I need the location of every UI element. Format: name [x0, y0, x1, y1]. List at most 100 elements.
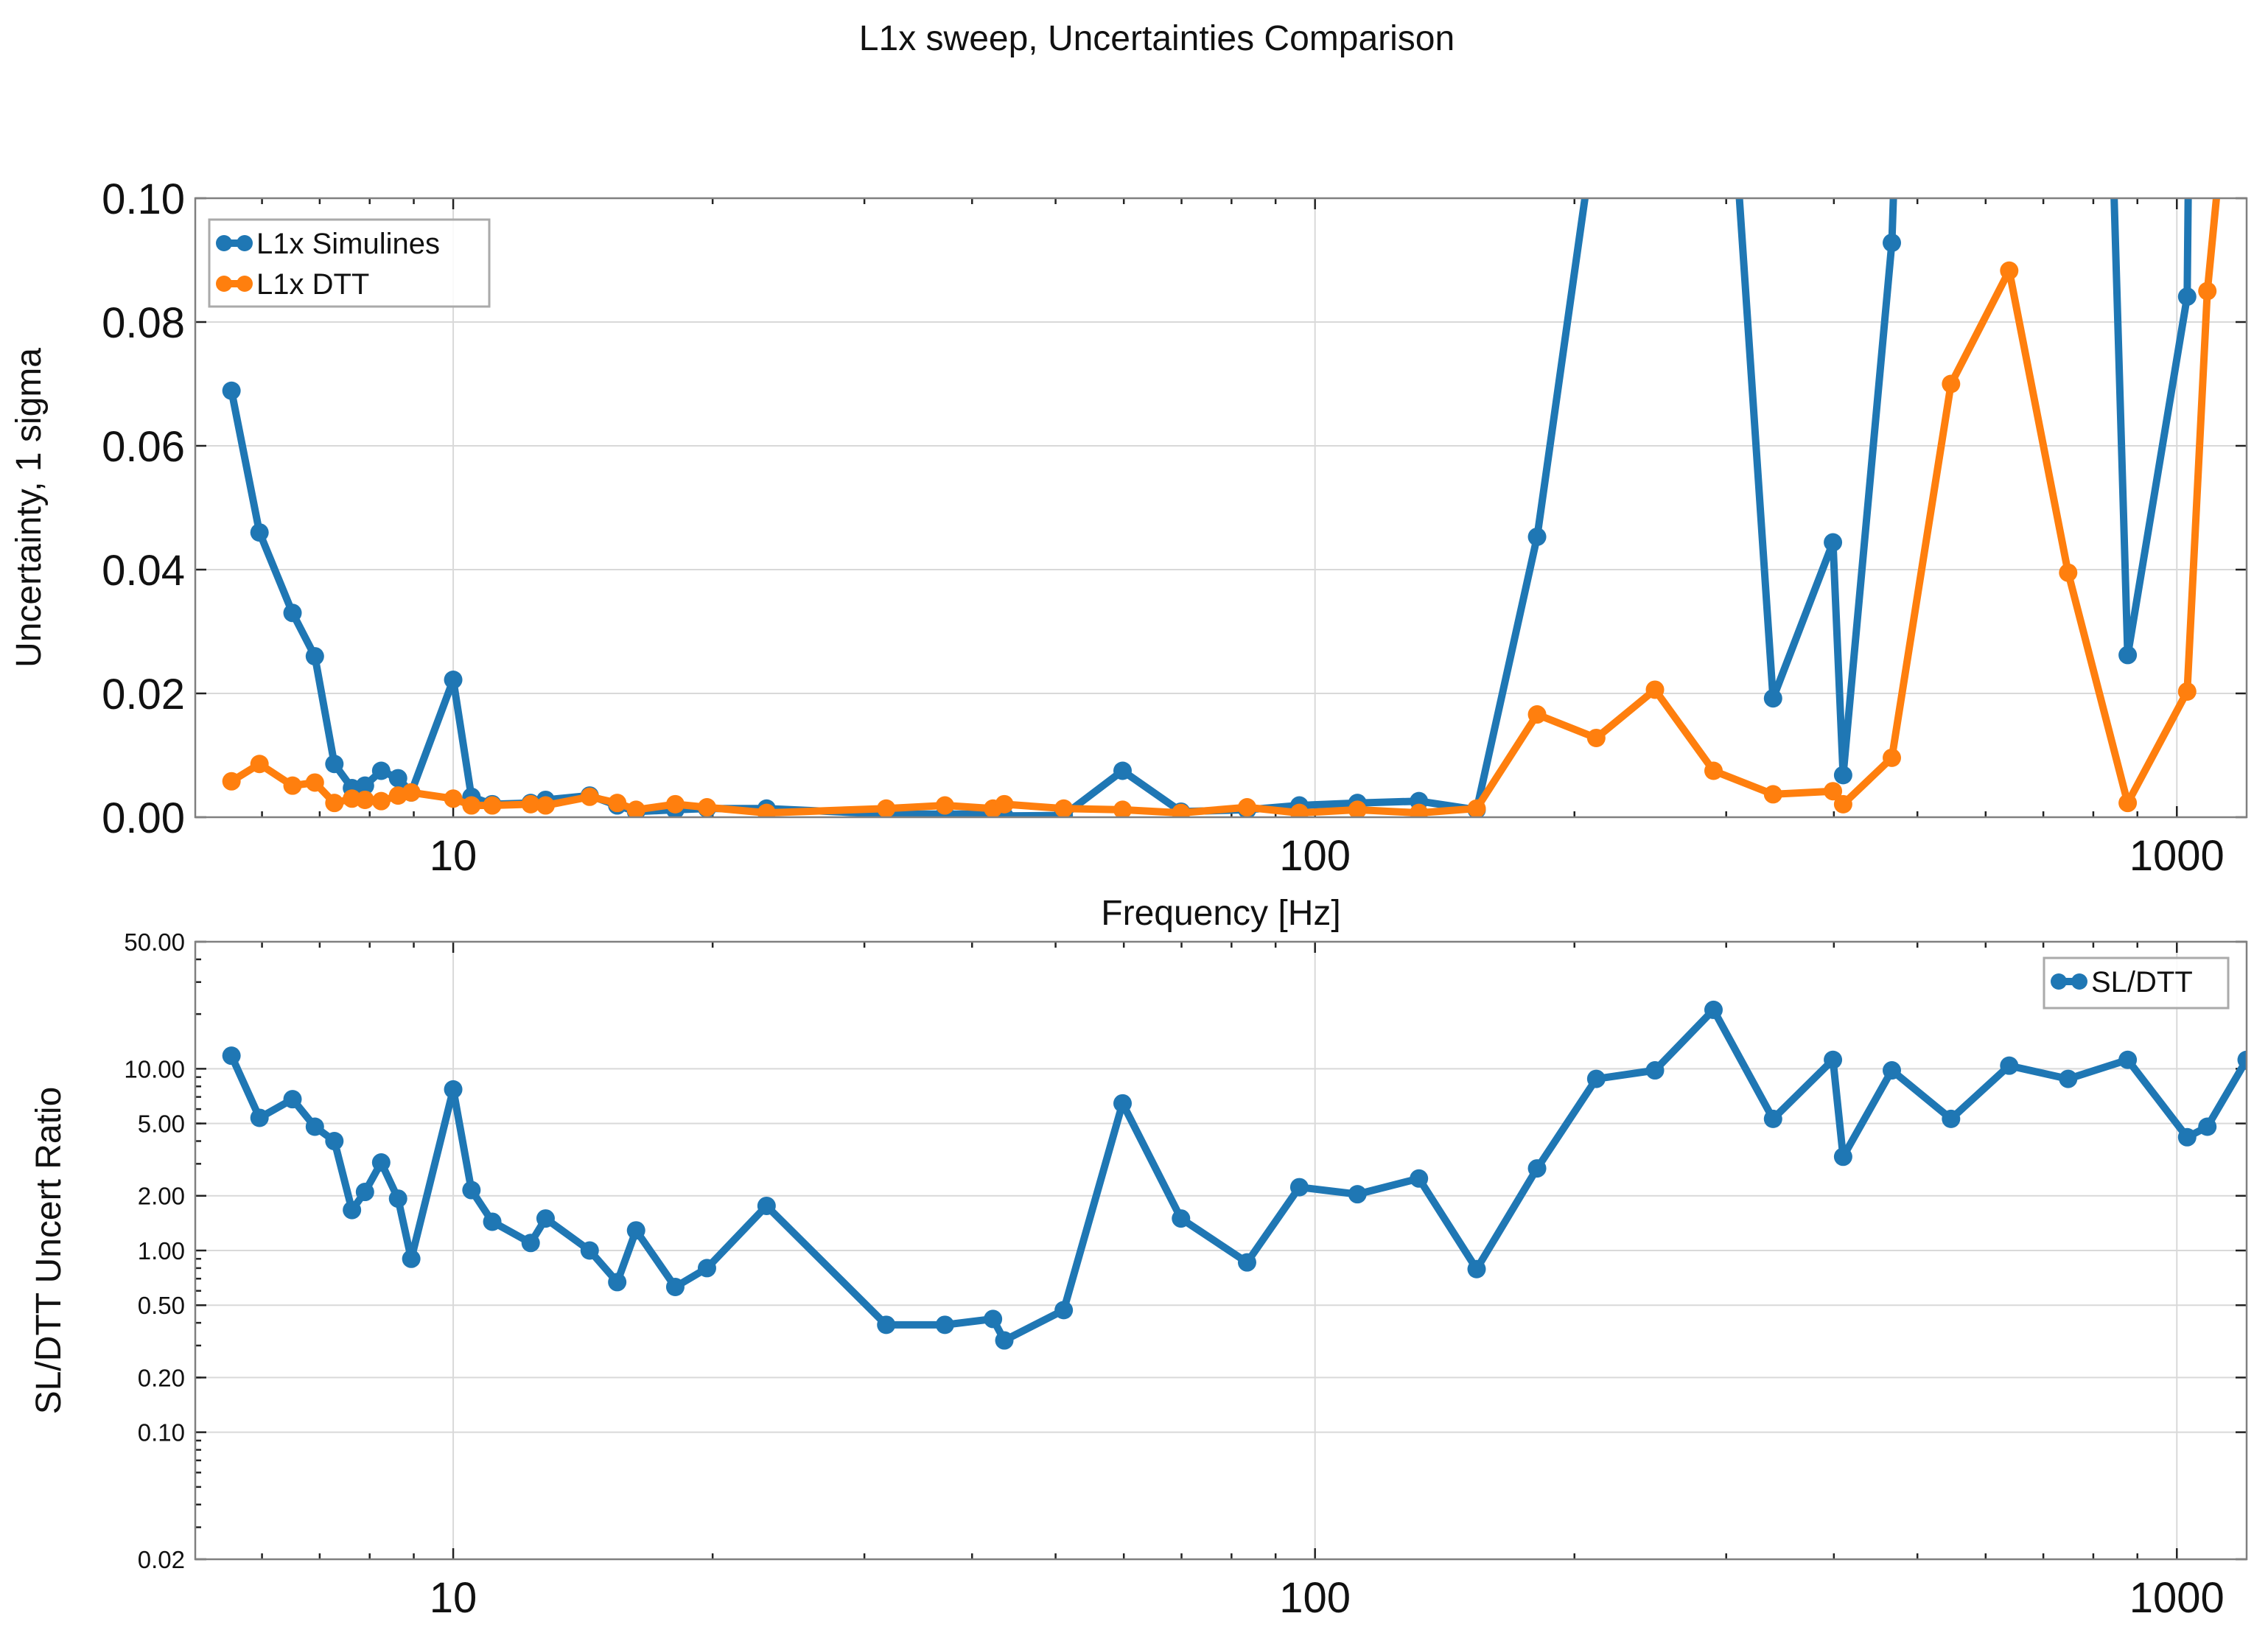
- y-tick-label: 0.02: [138, 1546, 185, 1573]
- y-tick-label: 1.00: [138, 1237, 185, 1265]
- legend: SL/DTT: [2043, 956, 2230, 1010]
- data-point: [935, 796, 954, 815]
- axes-frame: [194, 940, 2248, 1561]
- data-point: [283, 604, 302, 623]
- x-tick-label: 1000: [2129, 832, 2225, 880]
- legend-label: SL/DTT: [2091, 966, 2193, 998]
- data-point: [1237, 798, 1256, 817]
- data-point: [250, 1108, 269, 1127]
- x-tick-label: 10: [430, 832, 477, 880]
- data-point: [1645, 680, 1665, 699]
- data-point: [250, 523, 269, 542]
- data-point: [580, 1241, 599, 1260]
- data-point: [626, 800, 645, 817]
- data-point: [2198, 1117, 2217, 1136]
- data-point: [877, 1315, 896, 1335]
- ratio-axes: 10 100 1000 0.02 0.10 0.20 0.50 1.00 2.00 5.00 10.…: [29, 928, 2248, 1622]
- data-point: [2000, 1056, 2019, 1075]
- data-point: [697, 798, 716, 817]
- legend-marker: [237, 235, 253, 251]
- y-tick-label: 0.04: [102, 547, 185, 595]
- data-point: [283, 1090, 302, 1109]
- data-point: [305, 1117, 324, 1136]
- data-point: [1883, 1061, 1902, 1080]
- data-point: [222, 1046, 241, 1066]
- data-point: [995, 794, 1014, 814]
- y-tick-label: 0.50: [138, 1292, 185, 1319]
- data-point: [984, 1309, 1003, 1329]
- data-point: [325, 1132, 344, 1151]
- series-sl-dtt: [222, 1000, 2247, 1350]
- data-point: [536, 1209, 555, 1228]
- legend-marker: [2071, 973, 2087, 990]
- legend-item: L1x DTT: [216, 268, 369, 301]
- data-point: [1824, 533, 1843, 552]
- data-point: [1883, 233, 1902, 252]
- legend-item: L1x Simulines: [216, 228, 440, 260]
- data-point: [608, 794, 627, 813]
- data-point: [1054, 799, 1074, 817]
- data-point: [305, 647, 324, 666]
- data-point: [1289, 1178, 1309, 1197]
- data-point: [462, 1180, 481, 1200]
- data-point: [1289, 803, 1309, 817]
- y-tick-label: 0.20: [138, 1364, 185, 1391]
- data-point: [521, 1234, 540, 1253]
- data-point: [1704, 1000, 1723, 1019]
- legend-marker: [2051, 973, 2067, 990]
- data-point: [388, 1189, 407, 1208]
- data-point: [2198, 281, 2217, 301]
- x-axis-label: Frequency [Hz]: [1101, 894, 1340, 933]
- data-point: [1586, 1069, 1606, 1088]
- data-point: [1113, 800, 1132, 817]
- data-point: [1054, 1301, 1074, 1320]
- data-point: [283, 776, 302, 795]
- series-l1x-dtt: [222, 198, 2221, 817]
- y-tick-label: 10.00: [124, 1055, 185, 1082]
- y-tick-label: 50.00: [124, 928, 185, 956]
- y-axis-label: Uncertainty, 1 sigma: [10, 348, 49, 668]
- legend-label: L1x Simulines: [256, 228, 440, 260]
- y-tick-label: 0.08: [102, 299, 185, 347]
- data-point: [222, 772, 241, 791]
- data-point: [1833, 766, 1852, 785]
- y-tick-label: 0.10: [102, 175, 185, 223]
- legend-box: [208, 218, 491, 308]
- data-point: [1824, 1050, 1843, 1069]
- data-point: [521, 794, 540, 814]
- data-point: [757, 1196, 776, 1215]
- data-point: [483, 1212, 502, 1231]
- data-point: [1348, 1185, 1367, 1204]
- data-point: [250, 755, 269, 774]
- x-tick-label: 100: [1279, 832, 1351, 880]
- data-point: [1527, 527, 1547, 546]
- data-point: [402, 783, 421, 802]
- data-point: [1942, 374, 1961, 393]
- data-point: [355, 776, 374, 795]
- legend-marker: [216, 276, 232, 292]
- data-point: [1527, 705, 1547, 724]
- data-point: [995, 1331, 1014, 1350]
- data-point: [2000, 261, 2019, 280]
- data-point: [343, 1200, 362, 1220]
- data-point: [1645, 1061, 1665, 1080]
- data-point: [608, 1273, 627, 1292]
- data-point: [665, 794, 685, 814]
- data-point: [536, 796, 555, 815]
- y-tick-label: 0.02: [102, 671, 185, 718]
- data-point: [371, 791, 391, 811]
- data-point: [2059, 563, 2078, 582]
- data-point: [462, 796, 481, 815]
- data-point: [355, 1183, 374, 1202]
- data-point: [626, 1221, 645, 1240]
- y-tick-label: 0.06: [102, 423, 185, 471]
- data-point: [402, 1249, 421, 1268]
- x-tick-label: 10: [430, 1574, 477, 1622]
- data-point: [222, 381, 241, 400]
- data-point: [388, 769, 407, 788]
- data-point: [1763, 689, 1782, 708]
- data-point: [1704, 761, 1723, 780]
- data-point: [2118, 794, 2138, 813]
- data-point: [2237, 1050, 2247, 1069]
